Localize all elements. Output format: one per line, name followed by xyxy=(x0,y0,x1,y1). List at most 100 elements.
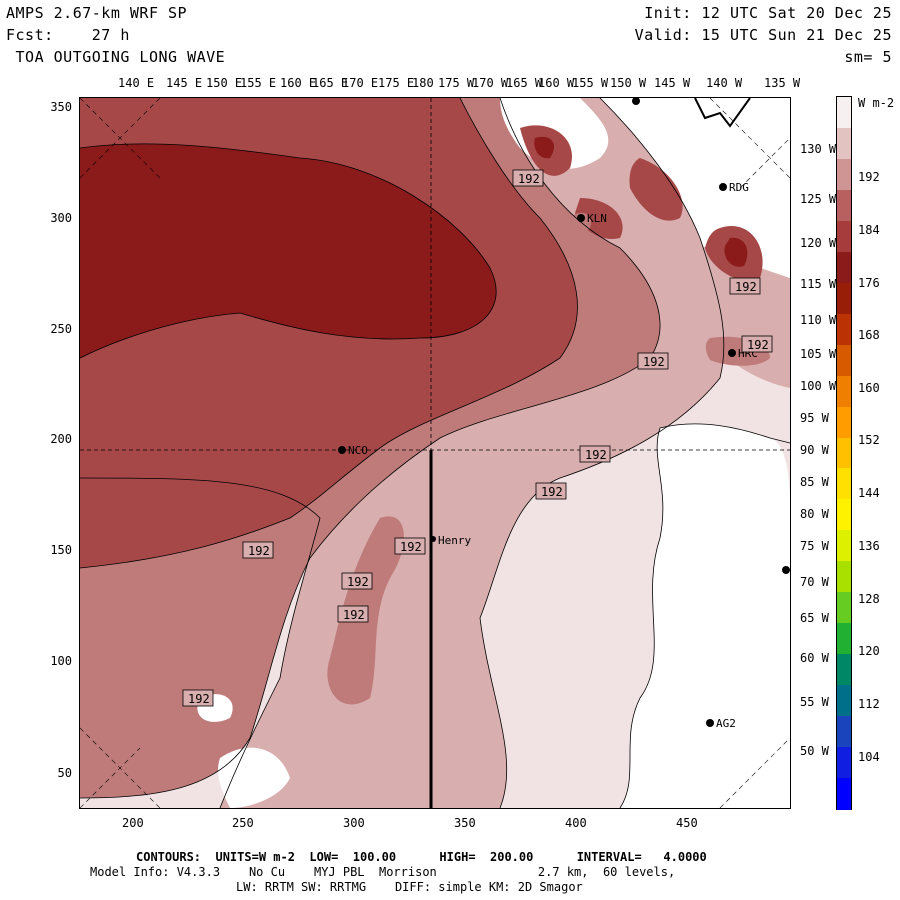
lat-label: 85 W xyxy=(800,475,829,489)
contour-fill xyxy=(629,158,683,221)
grid-diagonal xyxy=(80,98,161,179)
field-title: TOA OUTGOING LONG WAVE xyxy=(6,48,226,66)
colorbar-segment xyxy=(837,344,851,377)
station-marker xyxy=(430,536,436,542)
colorbar-segment xyxy=(837,127,851,160)
colorbar-segment xyxy=(837,251,851,284)
colorbar-segment xyxy=(837,437,851,470)
colorbar-unit: W m-2 xyxy=(858,96,895,110)
colorbar-segment xyxy=(837,375,851,408)
colorbar-segment xyxy=(837,220,851,253)
lat-label: 115 W xyxy=(800,277,837,291)
colorbar-segment xyxy=(837,313,851,346)
lon-label: 170 E xyxy=(342,76,379,90)
contour-value-label: 192 xyxy=(729,277,761,295)
lon-label: 135 W xyxy=(764,76,801,90)
colorbar-segment xyxy=(837,97,851,129)
lat-label: 80 W xyxy=(800,507,829,521)
lon-label: 175 E xyxy=(378,76,415,90)
contour-value-label: 192 xyxy=(341,572,373,590)
station-label: Henry xyxy=(438,534,471,547)
model-title: AMPS 2.67-km WRF SP xyxy=(6,4,188,22)
lat-label: 60 W xyxy=(800,651,829,665)
grid-diagonal xyxy=(709,98,790,179)
contour-value-label: 192 xyxy=(182,689,214,707)
colorbar-label: 152 xyxy=(858,433,880,447)
y-tick: 300 xyxy=(50,211,72,225)
station-label: AG2 xyxy=(716,717,736,730)
coastline xyxy=(694,98,751,128)
colorbar-segment xyxy=(837,406,851,439)
colorbar-label: 184 xyxy=(858,223,880,237)
colorbar-segment xyxy=(837,282,851,315)
grid-diagonal xyxy=(739,137,790,189)
colorbar-segment xyxy=(837,189,851,222)
svg-text:192: 192 xyxy=(735,280,757,294)
contour-fill xyxy=(534,136,555,159)
lat-label: 65 W xyxy=(800,611,829,625)
colorbar-segment xyxy=(837,747,851,780)
station-label: RDG xyxy=(729,181,749,194)
lon-label: 145 W xyxy=(654,76,691,90)
colorbar-label: 168 xyxy=(858,328,880,342)
lon-label: 140 E xyxy=(118,76,155,90)
colorbar-segment xyxy=(837,685,851,718)
lon-label: 155 W xyxy=(572,76,609,90)
lat-label: 90 W xyxy=(800,443,829,457)
colorbar-label: 136 xyxy=(858,539,880,553)
contour-value-label: 192 xyxy=(337,605,369,623)
lon-label: 180 xyxy=(412,76,434,90)
station-markers xyxy=(338,98,790,727)
svg-text:192: 192 xyxy=(643,355,665,369)
svg-text:192: 192 xyxy=(747,338,769,352)
contour-fill xyxy=(218,747,290,808)
colorbar-segment xyxy=(837,778,851,810)
lon-label: 140 W xyxy=(706,76,743,90)
station-marker xyxy=(338,446,346,454)
svg-text:192: 192 xyxy=(518,172,540,186)
colorbar-segment xyxy=(837,561,851,594)
lat-label: 120 W xyxy=(800,236,837,250)
contour-value-label: 192 xyxy=(394,537,426,555)
lat-label: 125 W xyxy=(800,192,837,206)
contour-fill xyxy=(80,143,497,358)
y-tick: 350 xyxy=(50,100,72,114)
lon-label: 150 E xyxy=(206,76,243,90)
colorbar-segment xyxy=(837,654,851,687)
x-tick: 300 xyxy=(343,816,365,830)
lon-label: 160 W xyxy=(538,76,575,90)
contour-value-labels: 192 192 192 192 192 192 192 192 192 192 … xyxy=(182,169,773,707)
y-tick: 100 xyxy=(50,654,72,668)
colorbar-segment xyxy=(837,468,851,501)
y-tick: 200 xyxy=(50,432,72,446)
station-label: KLN xyxy=(587,212,607,225)
svg-text:192: 192 xyxy=(541,485,563,499)
lat-label: 75 W xyxy=(800,539,829,553)
colorbar-label: 192 xyxy=(858,170,880,184)
map-plot-area[interactable]: NCO KLN RDG HRC Henry AG2 192 192 192 19… xyxy=(80,98,790,808)
lat-label: 95 W xyxy=(800,411,829,425)
y-tick: 50 xyxy=(57,766,72,780)
contour-value-label: 192 xyxy=(741,335,773,353)
colorbar-label: 176 xyxy=(858,276,880,290)
contour-fill xyxy=(620,98,790,238)
init-time: Init: 12 UTC Sat 20 Dec 25 xyxy=(644,4,892,22)
contour-value-label: 192 xyxy=(512,169,544,187)
valid-time: Valid: 15 UTC Sun 21 Dec 25 xyxy=(634,26,892,44)
lat-label: 70 W xyxy=(800,575,829,589)
station-marker xyxy=(577,214,585,222)
lat-label: 50 W xyxy=(800,744,829,758)
contour-line xyxy=(80,98,578,569)
colorbar-label: 104 xyxy=(858,750,880,764)
x-tick: 200 xyxy=(122,816,144,830)
contour-line xyxy=(479,98,725,808)
svg-text:192: 192 xyxy=(585,448,607,462)
physics-info: LW: RRTM SW: RRTMG DIFF: simple KM: 2D S… xyxy=(236,880,583,894)
colorbar-segment xyxy=(837,716,851,749)
svg-text:192: 192 xyxy=(248,544,270,558)
station-label: NCO xyxy=(348,444,368,457)
lon-label: 170 W xyxy=(472,76,509,90)
contour-value-label: 192 xyxy=(242,541,274,559)
y-tick: 250 xyxy=(50,322,72,336)
station-marker xyxy=(632,98,640,105)
